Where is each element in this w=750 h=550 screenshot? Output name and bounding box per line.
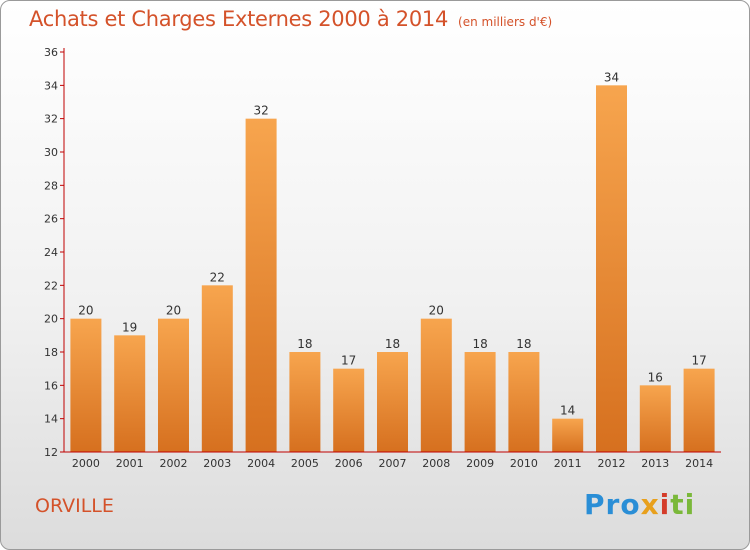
y-tick-label-24: 24 — [44, 246, 58, 259]
chart-title: Achats et Charges Externes 2000 à 2014 (e… — [29, 7, 552, 31]
value-label-2000: 20 — [78, 304, 93, 318]
bar-2013 — [639, 385, 671, 452]
value-label-2014: 17 — [691, 354, 706, 368]
value-label-2003: 22 — [210, 270, 225, 284]
y-tick-label-28: 28 — [44, 179, 58, 192]
x-tick-label-2003: 2003 — [203, 457, 231, 470]
x-tick-label-2011: 2011 — [554, 457, 582, 470]
y-tick-label-12: 12 — [44, 446, 58, 459]
value-label-2008: 20 — [429, 304, 444, 318]
value-label-2013: 16 — [648, 370, 663, 384]
bar-2006 — [333, 368, 365, 452]
x-tick-label-2008: 2008 — [422, 457, 450, 470]
bar-2005 — [289, 352, 321, 452]
bar-2011 — [552, 418, 584, 452]
x-tick-label-2004: 2004 — [247, 457, 275, 470]
bar-2010 — [508, 352, 540, 452]
bars-group: 20 19 20 22 32 18 17 18 20 18 18 14 34 16 17 — [70, 70, 715, 453]
y-tick-label-18: 18 — [44, 346, 58, 359]
x-tick-label-2006: 2006 — [335, 457, 363, 470]
y-tick-label-20: 20 — [44, 313, 58, 326]
y-tick-label-36: 36 — [44, 46, 58, 59]
proxiti-logo: Proxiti — [584, 488, 696, 521]
x-tick-label-2005: 2005 — [291, 457, 319, 470]
value-label-2009: 18 — [472, 337, 487, 351]
y-tick-label-32: 32 — [44, 113, 58, 126]
value-label-2011: 14 — [560, 404, 575, 418]
bar-2004 — [245, 118, 277, 453]
value-label-2012: 34 — [604, 70, 619, 84]
commune-name: ORVILLE — [35, 495, 114, 517]
y-tick-label-30: 30 — [44, 146, 58, 159]
bar-2007 — [377, 352, 408, 452]
axes-group: 2000 2001 2002 2003 2004 2005 2006 2007 2008 2009… — [44, 46, 721, 470]
value-label-2002: 20 — [166, 304, 181, 318]
x-tick-label-2007: 2007 — [379, 457, 407, 470]
y-tick-label-14: 14 — [44, 413, 58, 426]
value-label-2010: 18 — [516, 337, 531, 351]
bar-2014 — [683, 368, 715, 452]
x-tick-label-2009: 2009 — [466, 457, 494, 470]
x-tick-label-2014: 2014 — [685, 457, 713, 470]
x-tick-label-2012: 2012 — [598, 457, 626, 470]
bar-2012 — [596, 85, 627, 452]
bar-2000 — [70, 318, 102, 452]
chart-unit: (en milliers d'€) — [458, 15, 553, 29]
bar-2009 — [464, 352, 496, 452]
value-label-2004: 32 — [253, 104, 268, 118]
y-tick-label-34: 34 — [44, 79, 58, 92]
y-tick-label-22: 22 — [44, 279, 58, 292]
y-tick-label-26: 26 — [44, 213, 58, 226]
chart-title-text: Achats et Charges Externes 2000 à 2014 — [29, 7, 449, 31]
bar-2008 — [420, 318, 452, 452]
bar-2002 — [158, 318, 189, 452]
value-label-2005: 18 — [297, 337, 312, 351]
value-label-2007: 18 — [385, 337, 400, 351]
x-tick-label-2001: 2001 — [116, 457, 144, 470]
x-tick-label-2013: 2013 — [641, 457, 669, 470]
x-tick-label-2000: 2000 — [72, 457, 100, 470]
y-tick-label-16: 16 — [44, 379, 58, 392]
value-label-2006: 17 — [341, 354, 356, 368]
x-tick-label-2002: 2002 — [160, 457, 188, 470]
value-label-2001: 19 — [122, 320, 137, 334]
bar-2001 — [114, 335, 146, 452]
bar-2003 — [201, 285, 233, 452]
x-tick-label-2010: 2010 — [510, 457, 538, 470]
